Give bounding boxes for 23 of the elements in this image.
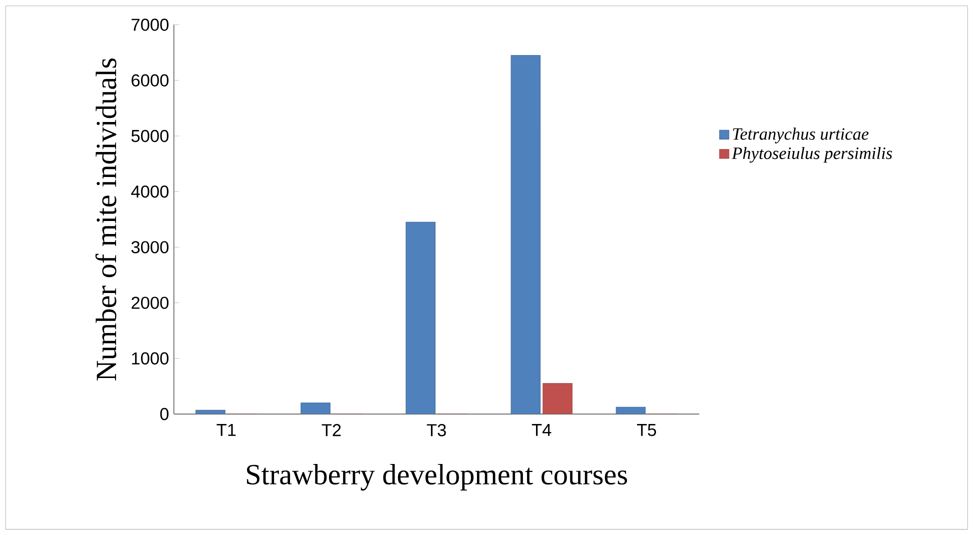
y-tick-label: 2000 bbox=[132, 296, 168, 309]
x-tick-label: T1 bbox=[216, 424, 236, 436]
x-tick-label: T4 bbox=[532, 424, 552, 436]
bar bbox=[196, 410, 226, 414]
legend-label: Tetranychus urticae bbox=[733, 128, 868, 144]
bar bbox=[300, 402, 330, 414]
x-tick-label: T3 bbox=[426, 424, 446, 436]
bar bbox=[542, 383, 572, 414]
y-tick-label: 4000 bbox=[131, 185, 168, 198]
y-tick-label: 1000 bbox=[132, 352, 168, 365]
y-axis-title: Number of mite individuals bbox=[95, 58, 116, 380]
x-tick-label: T5 bbox=[637, 424, 656, 436]
bar bbox=[616, 406, 646, 414]
bar bbox=[510, 55, 541, 414]
legend-label: Phytoseiulus persimilis bbox=[732, 146, 892, 163]
y-tick-label: 0 bbox=[160, 408, 169, 420]
bar bbox=[406, 222, 436, 414]
x-axis-title: Strawberry development courses bbox=[246, 464, 628, 491]
y-tick-label: 7000 bbox=[132, 18, 168, 31]
x-tick-label: T2 bbox=[322, 424, 341, 436]
y-tick-label: 6000 bbox=[132, 74, 168, 86]
y-tick-label: 3000 bbox=[131, 241, 168, 254]
y-tick-label: 5000 bbox=[131, 130, 168, 142]
